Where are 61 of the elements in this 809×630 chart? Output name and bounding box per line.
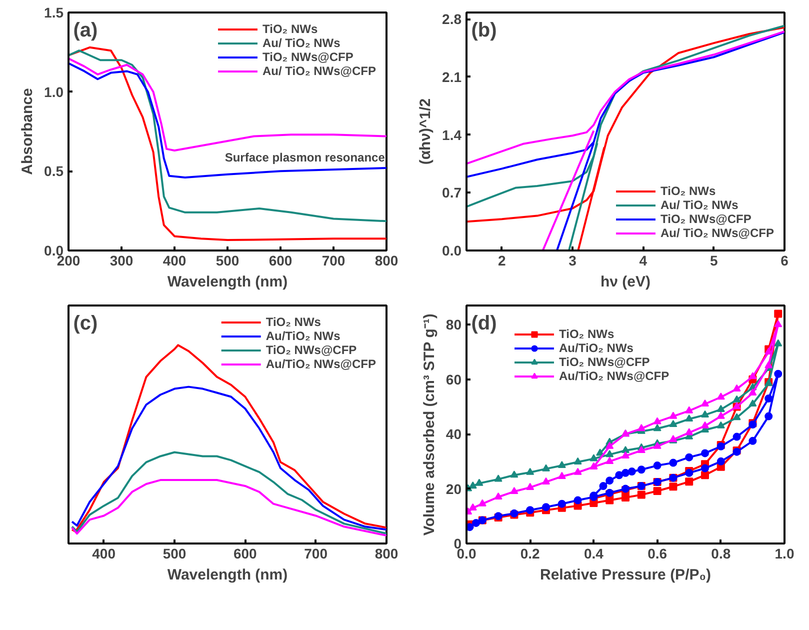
legend-label: Au/ TiO₂ NWs@CFP bbox=[660, 226, 774, 240]
x-tick-label: 0.8 bbox=[711, 546, 731, 562]
legend-label: Au/ TiO₂ NWs bbox=[262, 36, 340, 50]
x-tick-label: 4 bbox=[639, 252, 648, 268]
y-tick-label: 2.8 bbox=[442, 11, 462, 28]
x-tick-label: 800 bbox=[374, 546, 398, 562]
x-tick-label: 400 bbox=[92, 546, 116, 562]
legend-label: TiO₂ NWs@CFP bbox=[266, 343, 357, 357]
legend-label: TiO₂ NWs bbox=[262, 22, 318, 36]
legend-label: TiO₂ NWs@CFP bbox=[262, 50, 354, 64]
x-tick-label: 500 bbox=[162, 546, 186, 562]
y-axis-title: Absorbance bbox=[19, 88, 36, 175]
y-axis-title: (αhν)^1/2 bbox=[417, 98, 434, 165]
annotation: (a) bbox=[73, 20, 98, 42]
x-tick-label: 300 bbox=[110, 252, 134, 268]
legend-label: Au/TiO₂ NWs bbox=[266, 329, 340, 343]
y-tick-label: 1.0 bbox=[44, 84, 64, 100]
y-tick-label: 1.5 bbox=[44, 4, 64, 20]
y-axis-title: Volume adsorbed (cm³ STP g⁻¹) bbox=[420, 314, 438, 536]
y-tick-label: 20 bbox=[446, 480, 462, 497]
legend-label: TiO₂ NWs@CFP bbox=[660, 212, 752, 226]
x-tick-label: 0.6 bbox=[648, 546, 668, 562]
x-tick-label: 6 bbox=[780, 252, 789, 268]
x-tick-label: 3 bbox=[568, 252, 577, 268]
y-tick-label: 0.7 bbox=[442, 184, 462, 201]
y-tick-label: 1.4 bbox=[442, 126, 462, 143]
x-tick-label: 0.2 bbox=[520, 546, 540, 562]
x-tick-label: 500 bbox=[216, 252, 240, 268]
legend-label: Au/ TiO₂ NWs bbox=[660, 198, 738, 212]
x-tick-label: 400 bbox=[162, 252, 186, 268]
y-tick-label: 40 bbox=[446, 426, 462, 442]
x-axis-title: Wavelength (nm) bbox=[167, 274, 288, 290]
text: (c) bbox=[73, 312, 98, 335]
x-tick-label: 2 bbox=[498, 252, 506, 268]
legend-label: Au/TiO₂ NWs@CFP bbox=[559, 369, 670, 383]
annotation: (d) bbox=[471, 312, 497, 335]
annotation: Surface plasmon resonance bbox=[224, 150, 386, 165]
y-tick-label: 2.1 bbox=[442, 68, 462, 85]
y-tick-label: 0.0 bbox=[442, 242, 462, 258]
x-tick-label: 1.0 bbox=[774, 546, 794, 562]
x-tick-label: 700 bbox=[322, 252, 346, 268]
x-axis-title: Relative Pressure (P/P₀) bbox=[540, 566, 712, 584]
x-tick-label: 700 bbox=[304, 546, 328, 562]
x-tick-label: 800 bbox=[374, 252, 398, 268]
y-tick-label: 0.5 bbox=[44, 163, 64, 180]
legend-label: TiO₂ NWs bbox=[559, 327, 614, 341]
legend-label: TiO₂ NWs bbox=[660, 184, 716, 198]
x-tick-label: 0.4 bbox=[584, 546, 604, 562]
y-tick-label: 60 bbox=[446, 371, 462, 388]
legend-label: Au/ TiO₂ NWs@CFP bbox=[262, 64, 376, 78]
annotation: (b) bbox=[471, 20, 497, 42]
legend-label: Au/TiO₂ NWs bbox=[559, 341, 634, 355]
legend-label: TiO₂ NWs@CFP bbox=[559, 355, 650, 369]
x-axis-title: hν (eV) bbox=[600, 274, 651, 290]
x-tick-label: 5 bbox=[710, 252, 718, 268]
legend-label: Au/TiO₂ NWs@CFP bbox=[266, 357, 376, 371]
x-tick-label: 600 bbox=[268, 252, 292, 268]
y-tick-label: 80 bbox=[446, 316, 462, 333]
legend-label: TiO₂ NWs bbox=[266, 315, 321, 329]
x-axis-title: Wavelength (nm) bbox=[167, 566, 288, 584]
x-tick-label: 600 bbox=[233, 546, 258, 562]
